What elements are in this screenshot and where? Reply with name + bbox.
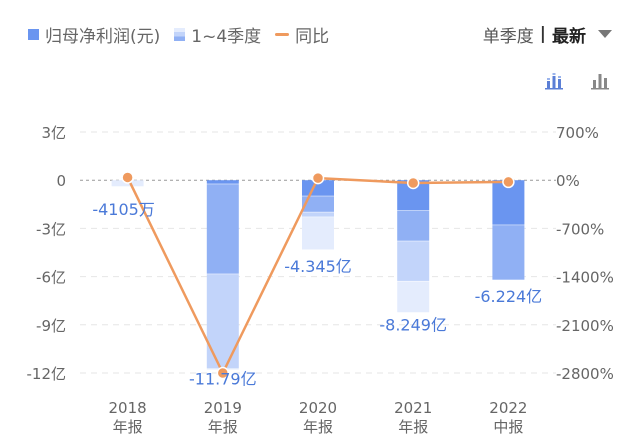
chevron-down-icon[interactable]: [598, 30, 612, 38]
bars: [111, 180, 525, 370]
bar-segment-q2: [302, 196, 334, 212]
y-left-tick-label: -6亿: [36, 269, 66, 287]
legend-label-profit: 归母净利润(元): [45, 26, 161, 47]
x-tick-label-year: 2020: [299, 399, 337, 417]
x-tick-label-year: 2019: [204, 399, 242, 417]
chart-legend: 归母净利润(元) 1~4季度 同比: [28, 20, 329, 48]
y-left-tick-label: 3亿: [41, 124, 66, 142]
legend-item-yoy[interactable]: 同比: [275, 22, 329, 47]
x-tick-label-period: 中报: [493, 418, 523, 436]
bar-segment-q4: [302, 217, 334, 250]
yoy-point: [121, 171, 134, 184]
x-tick-label-period: 年报: [208, 418, 238, 436]
y-right-tick-label: -2800%: [556, 365, 614, 383]
legend-label-quarters: 1~4季度: [191, 26, 262, 47]
bar-segment-q1: [206, 180, 239, 184]
legend-label-yoy: 同比: [295, 26, 330, 47]
bar-segment-q3: [302, 212, 334, 217]
grid: 3亿0-3亿-6亿-9亿-12亿700%0%-700%-1400%-2100%-…: [27, 124, 614, 436]
x-tick-label-period: 年报: [303, 418, 333, 436]
value-label: -4.345亿: [284, 257, 352, 276]
y-right-tick-label: 700%: [556, 124, 599, 142]
period-separator: |: [539, 24, 546, 44]
bar-segment-q3: [397, 241, 430, 281]
yoy-point: [216, 366, 230, 380]
stacked-bar-icon[interactable]: [544, 72, 564, 90]
x-tick-label-period: 年报: [113, 418, 143, 436]
x-tick-label-year: 2021: [394, 399, 432, 417]
labels: -4105万 -11.79亿 -4.345亿 -8.249亿 -6.224亿: [92, 200, 542, 389]
yoy-point: [311, 171, 325, 185]
y-right-tick-label: -1400%: [556, 269, 614, 287]
x-tick-label-period: 年报: [398, 418, 428, 436]
value-label: -4105万: [92, 200, 155, 219]
legend-swatch-profit: [28, 28, 39, 40]
value-label: -6.224亿: [475, 287, 543, 306]
yoy-point: [502, 175, 515, 189]
y-right-tick-label: -700%: [556, 220, 604, 238]
yoy-point: [406, 176, 420, 190]
y-left-tick-label: -9亿: [36, 317, 66, 335]
bar-segment-q2: [492, 225, 525, 280]
y-left-tick-label: 0: [56, 172, 66, 190]
value-label: -11.79亿: [189, 370, 257, 389]
bar-segment-q3: [206, 274, 239, 369]
legend-item-profit[interactable]: 归母净利润(元): [28, 22, 160, 47]
bar-segment-q4: [397, 281, 430, 313]
period-label[interactable]: 单季度: [482, 26, 534, 47]
y-left-tick-label: -12亿: [27, 365, 67, 383]
legend-item-quarters[interactable]: 1~4季度: [174, 22, 261, 47]
value-label: -8.249亿: [379, 316, 447, 335]
period-selected[interactable]: 最新: [552, 26, 586, 47]
x-tick-label-year: 2022: [489, 399, 527, 417]
y-right-tick-label: -2100%: [556, 317, 614, 335]
y-right-tick-label: 0%: [556, 172, 580, 190]
x-tick-label-year: 2018: [109, 399, 147, 417]
y-left-tick-label: -3亿: [36, 220, 66, 238]
bar-segment-q2: [206, 184, 239, 274]
period-selector[interactable]: 单季度 | 最新: [483, 20, 612, 48]
bar-segment-q2: [397, 210, 430, 241]
legend-swatch-yoy: [275, 32, 290, 36]
yoy-line-layer: [121, 171, 515, 380]
bar-chart-icon[interactable]: [590, 72, 610, 90]
legend-swatch-quarters: [174, 27, 186, 41]
